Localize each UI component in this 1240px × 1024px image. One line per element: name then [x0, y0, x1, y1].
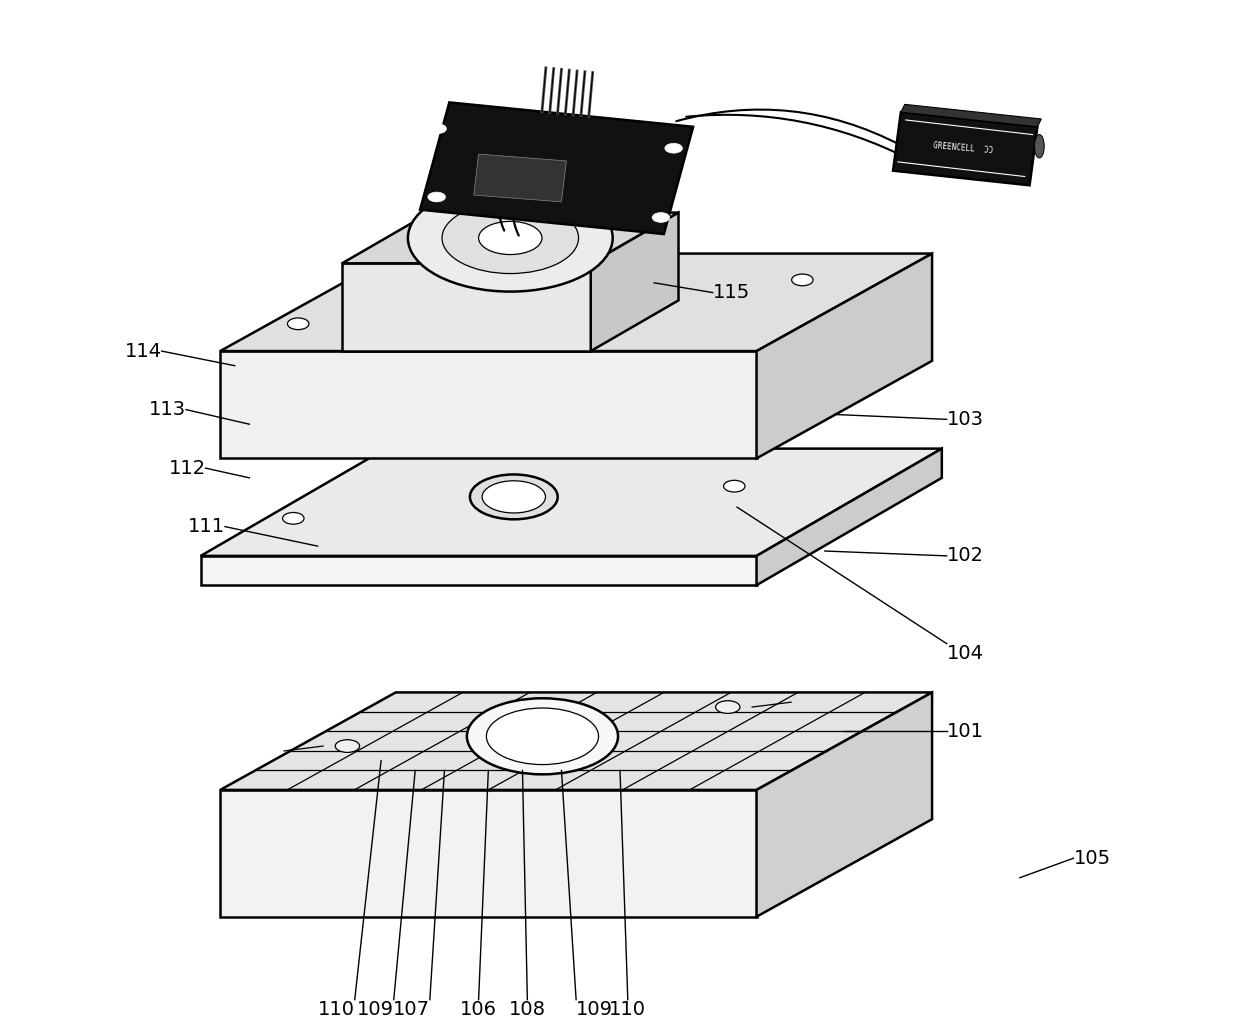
Ellipse shape	[715, 700, 740, 714]
Polygon shape	[201, 556, 756, 585]
Ellipse shape	[467, 698, 618, 774]
Ellipse shape	[283, 512, 304, 524]
Polygon shape	[221, 351, 756, 459]
Text: 101: 101	[946, 722, 983, 741]
Polygon shape	[756, 449, 942, 585]
Text: 102: 102	[946, 547, 983, 565]
Ellipse shape	[486, 708, 599, 765]
Ellipse shape	[652, 213, 670, 222]
Polygon shape	[590, 213, 678, 351]
Polygon shape	[893, 113, 1038, 185]
Ellipse shape	[429, 124, 446, 133]
Ellipse shape	[1034, 134, 1044, 158]
Polygon shape	[342, 213, 678, 263]
Text: 109: 109	[577, 999, 613, 1019]
Text: 104: 104	[946, 644, 983, 663]
Ellipse shape	[441, 203, 579, 273]
Text: 107: 107	[393, 999, 430, 1019]
Text: 105: 105	[1074, 849, 1111, 867]
Text: 110: 110	[317, 999, 355, 1019]
Text: 103: 103	[946, 410, 983, 429]
Ellipse shape	[482, 481, 546, 513]
Ellipse shape	[724, 480, 745, 492]
Polygon shape	[342, 263, 590, 351]
Text: GREENCELL  ƆƆ: GREENCELL ƆƆ	[932, 141, 993, 156]
Ellipse shape	[288, 317, 309, 330]
Text: 110: 110	[609, 999, 646, 1019]
Polygon shape	[901, 104, 1042, 127]
Text: 106: 106	[460, 999, 497, 1019]
Ellipse shape	[791, 274, 813, 286]
Polygon shape	[420, 102, 693, 234]
Polygon shape	[221, 790, 756, 916]
Ellipse shape	[408, 184, 613, 292]
Text: 111: 111	[188, 517, 224, 537]
Text: 112: 112	[169, 459, 206, 477]
Text: 115: 115	[713, 283, 750, 302]
Ellipse shape	[335, 739, 360, 753]
Ellipse shape	[470, 474, 558, 519]
Text: 108: 108	[508, 999, 546, 1019]
Ellipse shape	[665, 143, 682, 154]
Text: 114: 114	[124, 342, 161, 360]
Polygon shape	[201, 449, 942, 556]
Polygon shape	[756, 254, 932, 459]
Polygon shape	[756, 692, 932, 916]
Polygon shape	[474, 154, 567, 202]
Ellipse shape	[428, 193, 445, 202]
Polygon shape	[221, 254, 932, 351]
Text: 109: 109	[357, 999, 394, 1019]
Text: 113: 113	[149, 400, 186, 419]
Ellipse shape	[479, 221, 542, 255]
Polygon shape	[221, 692, 932, 790]
